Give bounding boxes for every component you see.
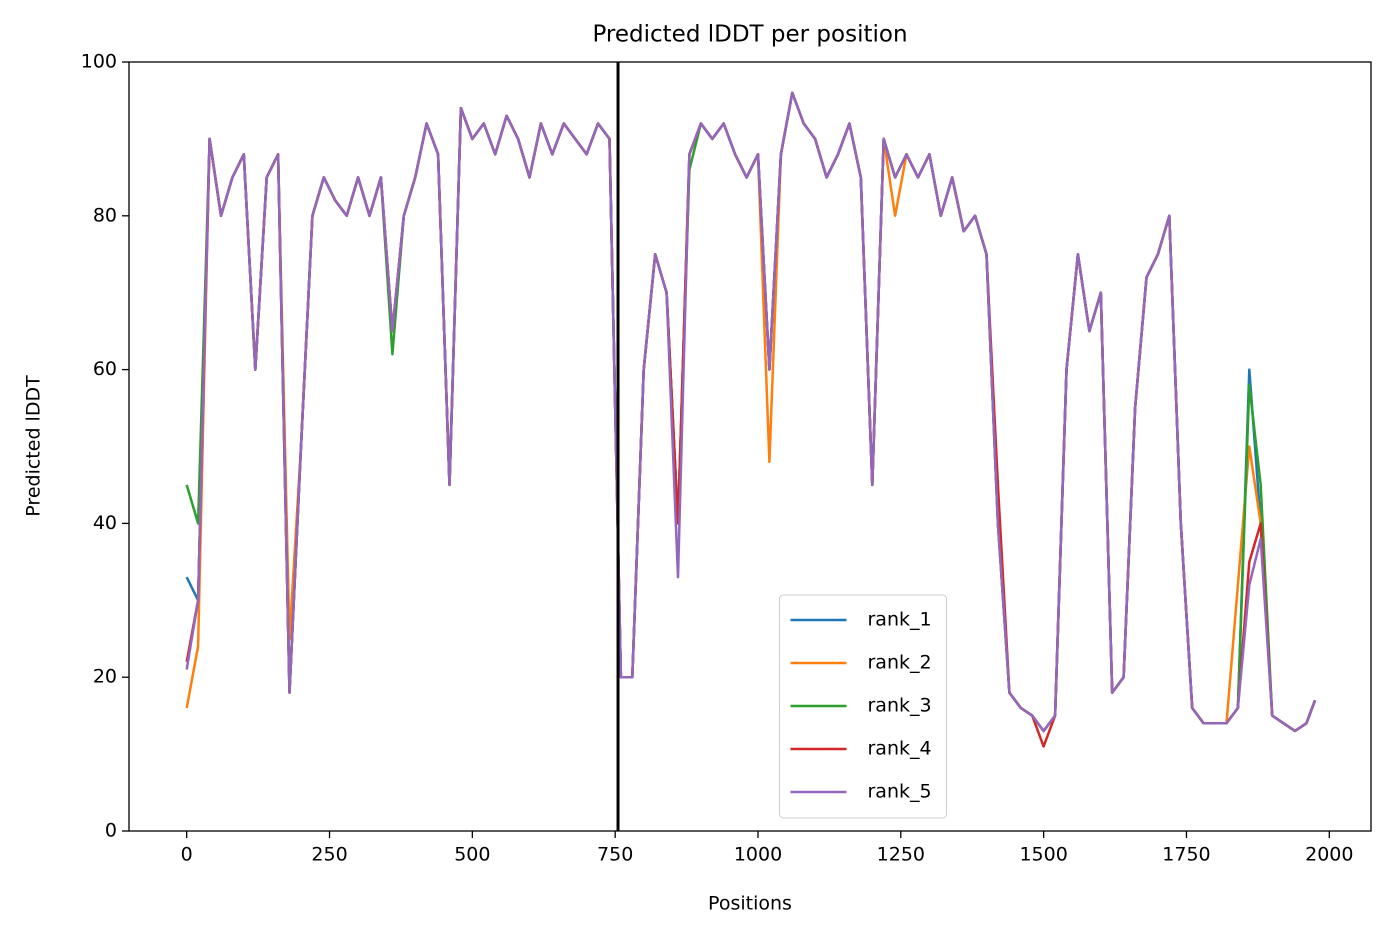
x-tick-label: 500 xyxy=(454,844,490,866)
x-tick-label: 250 xyxy=(311,844,347,866)
x-tick-label: 2000 xyxy=(1305,844,1353,866)
chart-title: Predicted lDDT per position xyxy=(592,22,907,48)
y-axis-label: Predicted lDDT xyxy=(23,375,45,517)
x-tick-label: 750 xyxy=(597,844,633,866)
y-tick-label: 60 xyxy=(93,358,117,380)
y-tick-label: 80 xyxy=(93,204,117,226)
legend-label: rank_3 xyxy=(868,695,932,717)
legend-label: rank_4 xyxy=(868,738,932,760)
legend-box xyxy=(779,594,947,819)
x-tick-label: 1750 xyxy=(1162,844,1210,866)
x-tick-label: 1000 xyxy=(734,844,782,866)
plot-frame xyxy=(128,61,1372,832)
legend-label: rank_5 xyxy=(868,781,932,803)
series-line xyxy=(185,91,1317,748)
x-tick-label: 0 xyxy=(181,844,193,866)
x-axis-label: Positions xyxy=(708,893,792,915)
legend-label: rank_2 xyxy=(868,652,932,674)
x-tick-label: 1250 xyxy=(877,844,925,866)
legend-label: rank_1 xyxy=(868,609,932,631)
series-line xyxy=(185,91,1317,733)
y-tick-label: 100 xyxy=(81,51,117,73)
x-tick-label: 1500 xyxy=(1019,844,1067,866)
y-tick-label: 20 xyxy=(93,666,117,688)
y-tick-label: 0 xyxy=(105,820,117,842)
y-tick-label: 40 xyxy=(93,512,117,534)
